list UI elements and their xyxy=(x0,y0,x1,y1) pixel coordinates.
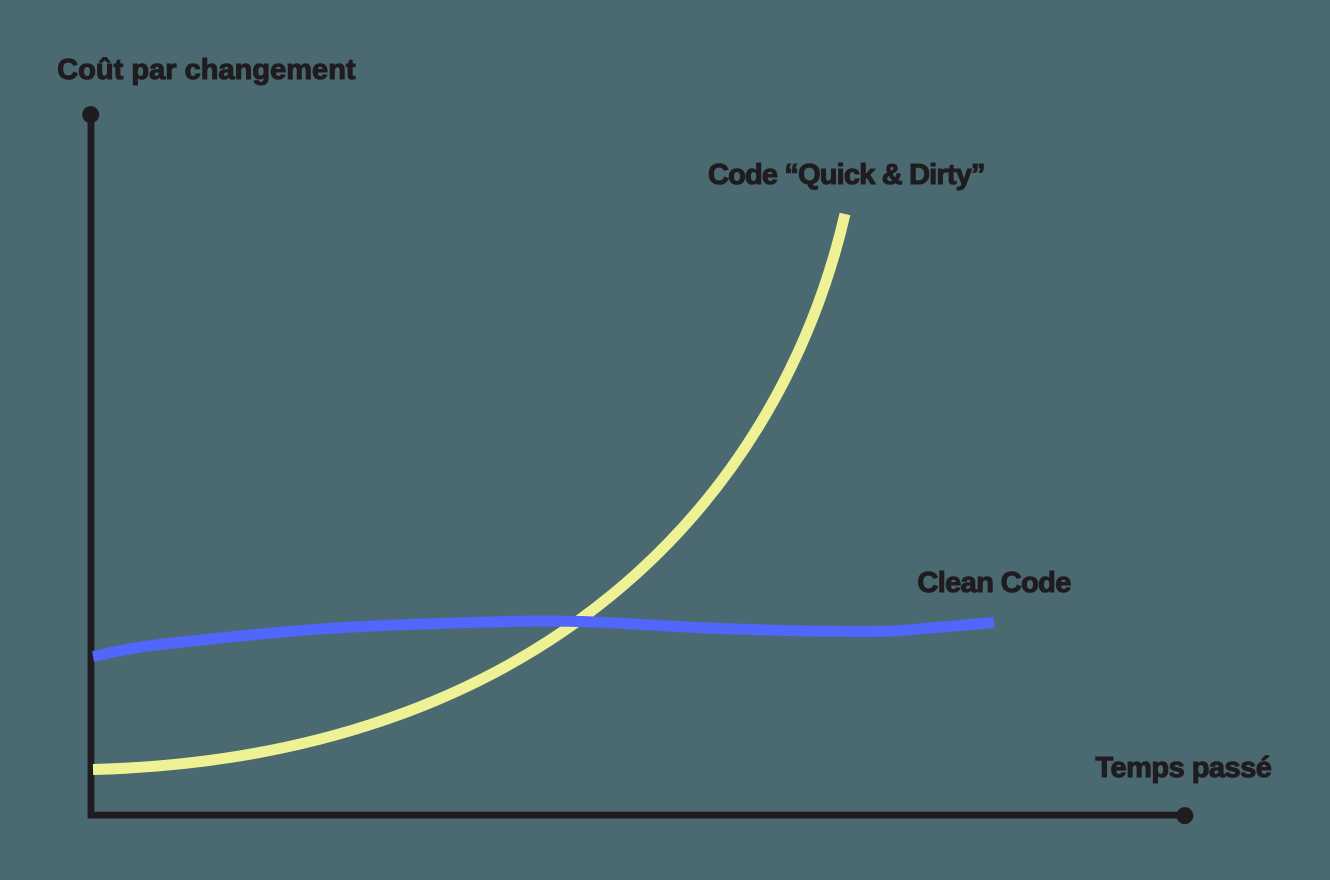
svg-text:Code “Quick & Dirty”: Code “Quick & Dirty” xyxy=(708,159,986,191)
svg-text:Coût par changement: Coût par changement xyxy=(57,54,356,86)
svg-text:Temps passé: Temps passé xyxy=(1096,752,1272,784)
svg-text:Clean Code: Clean Code xyxy=(917,567,1071,599)
